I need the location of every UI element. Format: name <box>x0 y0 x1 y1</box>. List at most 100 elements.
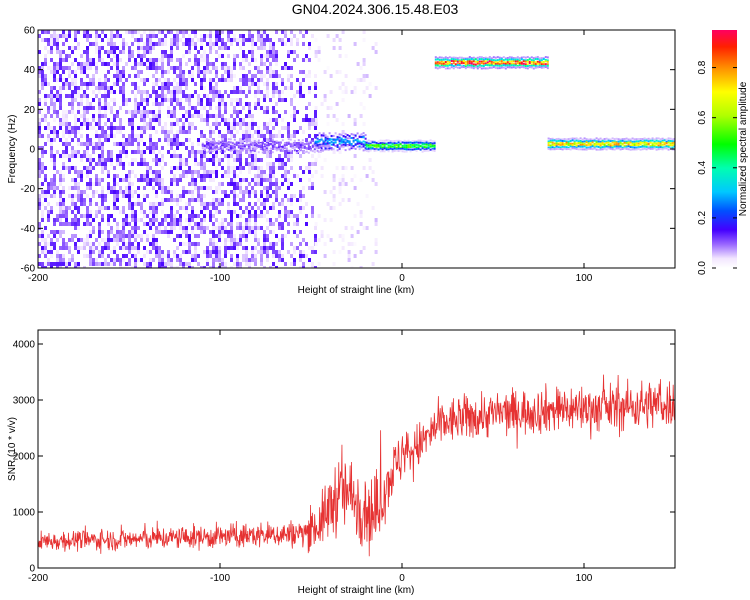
spectrogram-cell <box>80 122 83 126</box>
spectrogram-band-cell <box>395 149 398 152</box>
spectrogram-cell <box>71 106 74 110</box>
spectrogram-cell <box>266 94 269 98</box>
spectrogram-band-cell <box>488 58 491 61</box>
spectrogram-cell <box>71 222 74 226</box>
spectrogram-cell <box>254 190 257 194</box>
spectrogram-band-cell <box>619 140 622 143</box>
spectrogram-cell <box>188 34 191 38</box>
spectrogram-cell <box>110 258 113 262</box>
spectrogram-cell <box>44 174 47 178</box>
spectrogram-cell <box>200 78 203 82</box>
spectrogram-cell <box>209 126 212 130</box>
spectrogram-band-cell <box>365 141 368 144</box>
spectrogram-cell <box>191 170 194 174</box>
spectrogram-cell <box>200 42 203 46</box>
spectrogram-cell <box>128 174 131 178</box>
spectrogram-cell <box>227 122 230 126</box>
spectrogram-cell <box>266 258 269 262</box>
spectrogram-cell <box>68 102 71 106</box>
spectrogram-cell <box>77 266 80 268</box>
spectrogram-cell <box>38 162 41 166</box>
spectrogram-cell <box>158 258 161 262</box>
spectrogram-band-cell <box>591 138 594 141</box>
spectrogram-cell <box>194 254 197 258</box>
spectrogram-cell <box>221 174 224 178</box>
spectrogram-band-cell <box>617 145 620 148</box>
spectrogram-cell <box>143 246 146 250</box>
spectrogram-band-cell <box>665 138 668 141</box>
spectrogram-band-cell <box>344 144 347 147</box>
spectrogram-band-cell <box>379 147 382 150</box>
spectrogram-cell <box>59 194 62 198</box>
spectrogram-cell <box>287 126 290 130</box>
spectrogram-band-cell <box>528 66 531 69</box>
spectrogram-cell <box>266 210 269 214</box>
spectrogram-band-cell <box>496 61 499 64</box>
spectrogram-band-cell <box>528 62 531 65</box>
spectrogram-band-cell <box>577 142 580 144</box>
spectrogram-cell <box>212 42 215 46</box>
spectrogram-cell <box>260 106 263 110</box>
spectrogram-cell <box>140 70 143 74</box>
spectrogram-cell <box>158 102 161 106</box>
spectrogram-cell <box>176 30 179 34</box>
spectrogram-cell <box>206 186 209 190</box>
spectrogram-cell <box>362 30 366 34</box>
spectrogram-cell <box>62 110 65 114</box>
spectrogram-cell <box>239 222 242 226</box>
spectrogram-cell <box>107 38 110 42</box>
spectrogram-band-cell <box>645 138 648 141</box>
spectrogram-cell <box>47 190 50 194</box>
spectrogram-cell <box>263 138 266 142</box>
spectrogram-band-cell <box>474 60 477 63</box>
spectrogram-cell <box>362 74 366 78</box>
spectrogram-cell <box>110 46 113 50</box>
spectrogram-cell <box>200 130 203 134</box>
spectrogram-band-cell <box>444 58 447 61</box>
spectrogram-band-cell <box>657 141 660 144</box>
spectrogram-cell <box>359 222 363 226</box>
spectrogram-cell <box>119 58 122 62</box>
spectrogram-band-cell <box>438 62 441 65</box>
spectrogram-cell <box>47 250 50 254</box>
spectrogram-band-cell <box>486 57 489 60</box>
spectrogram-cell <box>293 58 296 62</box>
spectrogram-band-cell <box>391 148 394 151</box>
spectrogram-cell <box>101 94 104 98</box>
spectrogram-band-cell <box>219 142 222 145</box>
spectrogram-cell <box>146 222 149 226</box>
spectrogram-cell <box>152 30 155 34</box>
spectrogram-cell <box>143 126 146 130</box>
spectrogram-cell <box>239 170 242 174</box>
spectrogram-cell <box>137 110 140 114</box>
spectrogram-band-cell <box>528 58 531 61</box>
spectrogram-band-cell <box>227 146 230 149</box>
spectrogram-cell <box>173 214 176 218</box>
spectrogram-band-cell <box>446 59 449 62</box>
spectrogram-cell <box>113 50 116 54</box>
spectrogram-cell <box>242 138 245 142</box>
spectrogram-cell <box>149 42 152 46</box>
spectrogram-cell <box>293 214 296 218</box>
spectrogram-cell <box>158 78 161 82</box>
spectrogram-cell <box>86 238 89 242</box>
colorbar-tick-label: 0.0 <box>697 261 708 275</box>
spectrogram-cell <box>143 42 146 46</box>
spectrogram-cell <box>44 74 47 78</box>
spectrogram-cell <box>161 102 164 106</box>
spectrogram-cell <box>41 38 44 42</box>
spectrogram-band-cell <box>259 145 262 148</box>
spectrogram-cell <box>257 166 260 170</box>
spectrogram-cell <box>59 34 62 38</box>
spectrogram-band-cell <box>490 60 493 63</box>
spectrogram-band-cell <box>671 142 674 145</box>
spectrogram-cell <box>266 122 269 126</box>
spectrogram-cell <box>191 94 194 98</box>
spectrogram-band-cell <box>371 141 374 144</box>
spectrogram-band-cell <box>472 60 475 63</box>
spectrogram-band-cell <box>433 142 436 145</box>
spectrogram-cell <box>149 266 152 268</box>
spectrogram-cell <box>254 154 257 158</box>
spectrogram-cell <box>101 254 104 258</box>
spectrogram-cell <box>248 190 251 194</box>
